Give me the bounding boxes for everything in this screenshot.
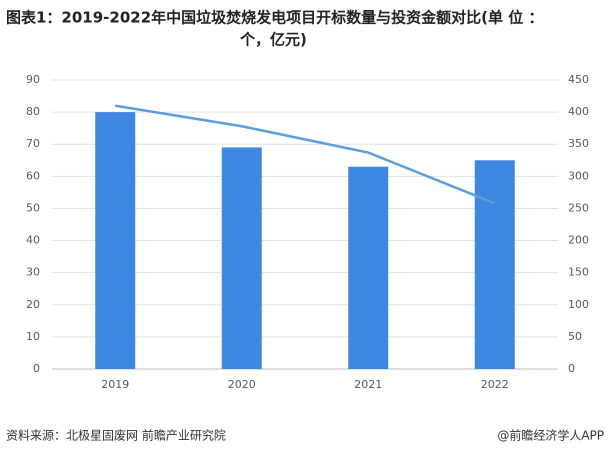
y2-tick-label: 400	[568, 105, 589, 118]
y-tick-label: 50	[26, 201, 40, 214]
y2-tick-label: 450	[568, 73, 589, 86]
line	[115, 104, 496, 205]
x-tick-label: 2022	[481, 378, 509, 391]
y-tick-label: 10	[26, 330, 40, 343]
chart-title: 个，亿元)	[239, 31, 307, 49]
x-tick-label: 2019	[101, 378, 129, 391]
source: 资料来源：北极星固废网 前瞻产业研究院	[6, 428, 226, 443]
credit: @前瞻经济学人APP	[497, 428, 604, 443]
y2-tick-label: 200	[568, 234, 589, 247]
y2-tick-label: 300	[568, 169, 589, 182]
y-tick-label: 70	[26, 137, 40, 150]
y2-tick-label: 350	[568, 137, 589, 150]
y2-tick-label: 250	[568, 201, 589, 214]
y-tick-label: 80	[26, 105, 40, 118]
bar	[474, 160, 515, 369]
x-tick-label: 2020	[228, 378, 256, 391]
y-tick-label: 60	[26, 169, 40, 182]
bar	[95, 112, 136, 369]
y2-tick-label: 50	[568, 330, 582, 343]
y2-tick-label: 100	[568, 298, 589, 311]
bar	[221, 147, 262, 369]
y-tick-label: 0	[33, 362, 40, 375]
y2-tick-label: 150	[568, 266, 589, 279]
y-tick-label: 40	[26, 234, 40, 247]
y-tick-label: 90	[26, 73, 40, 86]
x-tick-label: 2021	[354, 378, 382, 391]
y-tick-label: 20	[26, 298, 40, 311]
chart-title: 图表1：2019-2022年中国垃圾焚烧发电项目开标数量与投资金额对比(单 位 …	[6, 9, 543, 27]
bar	[348, 166, 389, 369]
y-tick-label: 30	[26, 266, 40, 279]
y2-tick-label: 0	[568, 362, 575, 375]
